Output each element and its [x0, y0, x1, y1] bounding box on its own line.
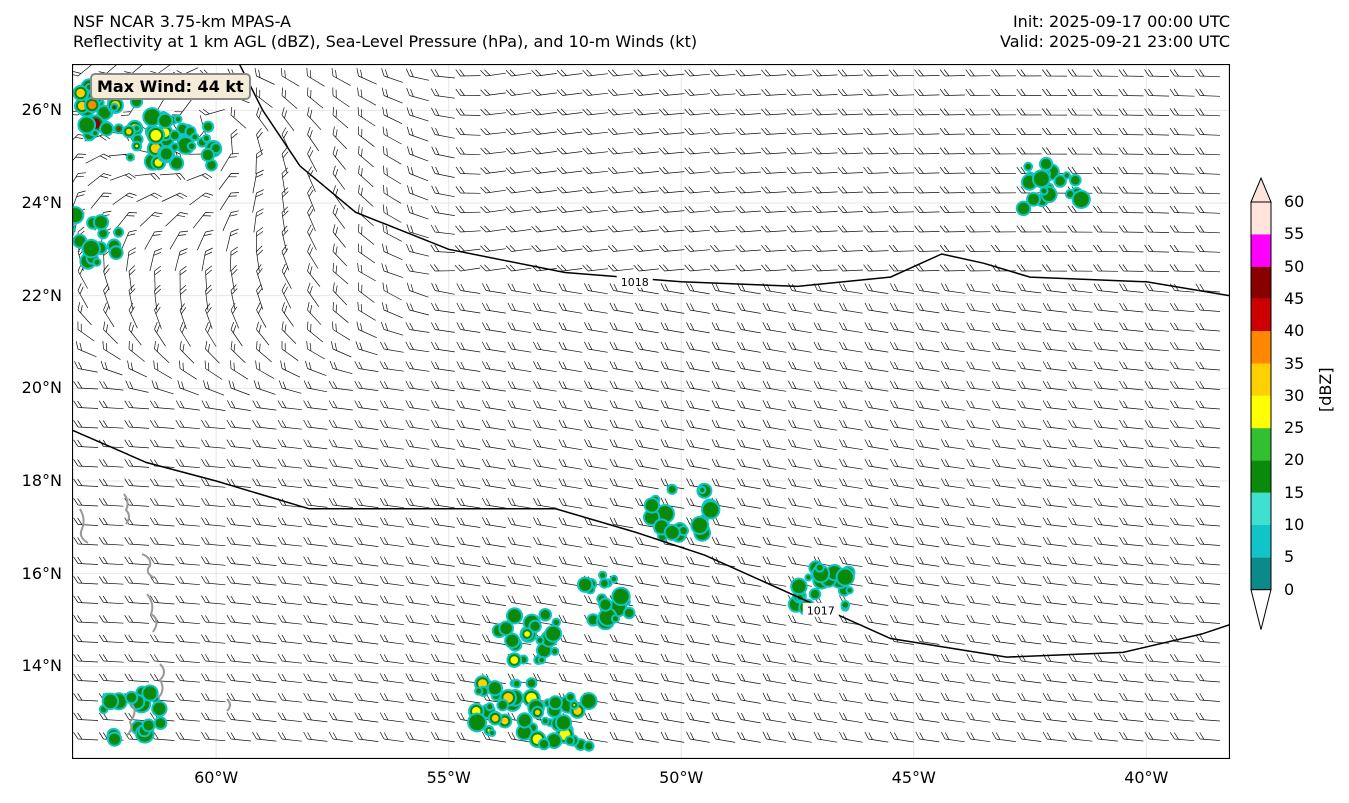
chart-title: NSF NCAR 3.75-km MPAS-A Reflectivity at … [73, 12, 697, 52]
colorbar-tick-label: 45 [1284, 288, 1305, 308]
reflectivity-cell [98, 684, 168, 747]
max-wind-box: Max Wind: 44 kt [90, 73, 251, 100]
lat-tick-label: 26°N [21, 100, 62, 120]
init-time: Init: 2025-09-17 00:00 UTC [1012, 12, 1230, 31]
colorbar-tick-label: 35 [1284, 353, 1305, 373]
colorbar-tick-label: 5 [1284, 547, 1295, 567]
isobar-label: 1018 [621, 276, 649, 289]
reflectivity-cell [787, 560, 856, 617]
reflectivity-cell [527, 691, 598, 752]
lon-tick-label: 50°W [659, 768, 704, 787]
colorbar-tick-label: 50 [1284, 256, 1305, 276]
colorbar-segment [1251, 557, 1271, 590]
lat-tick-label: 18°N [21, 471, 62, 490]
colorbar-segment [1251, 428, 1271, 461]
colorbar-tick-label: 10 [1284, 515, 1305, 534]
time-info: Init: 2025-09-17 00:00 UTC Valid: 2025-0… [1000, 12, 1230, 52]
graticule [72, 64, 1230, 759]
colorbar-segment [1251, 363, 1271, 396]
colorbar-unit: [dBZ] [1316, 367, 1335, 412]
title-line-1: NSF NCAR 3.75-km MPAS-A [73, 12, 291, 31]
reflectivity-cell [1015, 156, 1091, 217]
lat-tick-label: 20°N [21, 378, 62, 398]
colorbar-tick-label: 0 [1284, 579, 1295, 599]
colorbar-tick-label: 40 [1284, 321, 1305, 341]
valid-time: Valid: 2025-09-21 23:00 UTC [999, 32, 1230, 51]
colorbar-segment [1251, 460, 1271, 493]
colorbar-tick-label: 20 [1284, 450, 1305, 470]
lon-tick-label: 45°W [891, 768, 936, 787]
lon-tick-label: 40°W [1124, 768, 1169, 787]
isobars: 1018 1017 [72, 64, 1230, 658]
lat-tick-label: 24°N [21, 193, 62, 212]
reflectivity-cell [491, 607, 563, 668]
reflectivity-layer [72, 78, 1091, 752]
colorbar-tick-label: 55 [1284, 224, 1305, 244]
lat-tick-label: 22°N [21, 285, 62, 305]
colorbar-segment [1251, 525, 1271, 558]
isobar-line [72, 429, 1230, 658]
title-line-2: Reflectivity at 1 km AGL (dBZ), Sea-Leve… [73, 32, 698, 51]
coastlines [79, 493, 231, 737]
wind-barbs [72, 64, 1221, 743]
colorbar-segment [1251, 331, 1271, 364]
lat-tick-label: 16°N [21, 563, 62, 583]
colorbar-segment [1251, 266, 1271, 299]
colorbar-segment [1251, 234, 1271, 267]
colorbar [1250, 176, 1272, 630]
colorbar-segment [1251, 298, 1271, 332]
colorbar-tick-label: 25 [1284, 418, 1305, 438]
colorbar-segment [1251, 395, 1271, 429]
colorbar-segment [1251, 202, 1271, 235]
isobar-label: 1017 [807, 605, 835, 618]
map-plot: 1018 1017 [72, 64, 1230, 759]
reflectivity-cell [467, 675, 541, 741]
reflectivity-cell [642, 482, 721, 543]
reflectivity-cell [576, 570, 636, 631]
colorbar-segment [1251, 492, 1271, 525]
wind-barb-field [72, 64, 1221, 743]
lat-tick-label: 14°N [21, 656, 62, 676]
colorbar-tick-label: 30 [1284, 385, 1305, 405]
reflectivity-cell [156, 114, 223, 172]
isobar-line [238, 64, 1230, 297]
map-border [72, 64, 1230, 759]
colorbar-extend-low [1250, 589, 1272, 630]
colorbar-tick-label: 60 [1284, 192, 1305, 211]
lon-tick-label: 60°W [194, 768, 239, 787]
colorbar-extend-high [1250, 176, 1272, 203]
lon-tick-label: 55°W [426, 768, 471, 787]
colorbar-tick-label: 15 [1284, 482, 1305, 502]
